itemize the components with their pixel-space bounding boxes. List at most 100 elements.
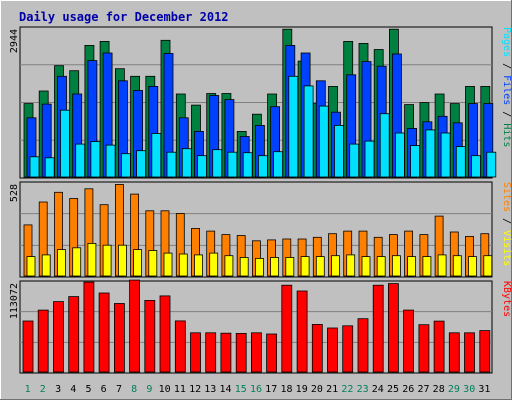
kbytes-bar-day-7 — [114, 303, 125, 373]
pages-bar-day-13 — [212, 149, 223, 178]
panel-top: 2944 Pages / Files / Hits — [9, 26, 512, 179]
day-label-3: 3 — [55, 384, 61, 395]
panel-middle: 528 Sites / Visits — [9, 181, 512, 278]
day-label-21: 21 — [326, 384, 338, 395]
visits-bar-day-22 — [346, 254, 356, 277]
panel-bottom-legend: KBytes — [501, 281, 512, 317]
panel-middle-max-label: 528 — [9, 184, 20, 202]
day-label-12: 12 — [189, 384, 201, 395]
visits-bar-day-2 — [41, 254, 51, 277]
pages-bar-day-18 — [288, 75, 299, 178]
pages-bar-day-3 — [60, 109, 70, 178]
day-label-4: 4 — [70, 384, 76, 395]
kbytes-bar-day-1 — [22, 320, 34, 373]
visits-bar-day-30 — [468, 256, 477, 277]
visits-bar-day-5 — [87, 242, 97, 277]
kbytes-bar-day-22 — [342, 325, 354, 373]
pages-bar-day-29 — [455, 146, 466, 178]
kbytes-bar-day-8 — [129, 279, 141, 373]
panel-middle-legend-text: Sites / Visits — [501, 182, 512, 266]
legend-separator: / — [501, 57, 512, 75]
day-label-27: 27 — [417, 384, 429, 395]
day-label-6: 6 — [101, 384, 107, 395]
panel-bottom-legend-text: KBytes — [501, 281, 512, 317]
day-label-31: 31 — [478, 384, 490, 395]
visits-bar-day-20 — [315, 256, 325, 277]
panel-top-legend: Pages / Files / Hits — [501, 27, 512, 147]
pages-bar-day-27 — [425, 129, 436, 178]
day-label-5: 5 — [85, 384, 91, 395]
day-label-2: 2 — [40, 384, 46, 395]
panel-top-max-label: 2944 — [9, 29, 20, 53]
kbytes-bar-day-16 — [250, 332, 262, 373]
day-label-13: 13 — [204, 384, 216, 395]
pages-bar-day-22 — [349, 143, 360, 178]
kbytes-bar-day-19 — [296, 290, 308, 373]
kbytes-bar-day-20 — [311, 323, 323, 373]
panel-middle-legend: Sites / Visits — [501, 182, 512, 266]
kbytes-bar-day-30 — [464, 332, 475, 373]
kbytes-bar-day-13 — [205, 332, 217, 373]
day-axis: 1 2 3 4 5 6 7 8 9 10 11 12 13 14 15 16 17 18 19 20 21 22 23 24 2… — [25, 384, 491, 395]
kbytes-bar-day-2 — [37, 309, 49, 373]
panel-bottom: 113072 KBytes — [9, 279, 512, 374]
kbytes-bar-day-17 — [266, 333, 278, 373]
pages-bar-day-12 — [197, 155, 207, 178]
kbytes-bar-day-18 — [281, 284, 293, 373]
pages-bar-day-20 — [318, 105, 329, 178]
pages-bar-day-8 — [136, 150, 147, 178]
pages-bar-day-17 — [273, 151, 284, 178]
day-label-18: 18 — [280, 384, 292, 395]
pages-bar-day-31 — [486, 151, 497, 178]
visits-bar-day-19 — [300, 256, 310, 277]
visits-bar-day-3 — [57, 249, 66, 277]
series-kbytes — [22, 279, 491, 373]
kbytes-bar-day-21 — [327, 327, 338, 373]
visits-bar-day-18 — [285, 257, 295, 277]
panel-bottom-max-label: 113072 — [9, 283, 20, 319]
chart-panels: 2944 Pages / Files / Hits 528 Sites / Visit… — [9, 26, 512, 374]
kbytes-bar-day-5 — [83, 281, 95, 373]
day-label-30: 30 — [463, 384, 475, 395]
kbytes-bar-day-29 — [448, 332, 460, 373]
pages-bar-day-19 — [303, 85, 314, 178]
kbytes-bar-day-31 — [479, 330, 491, 373]
pages-bar-day-4 — [75, 143, 86, 178]
pages-bar-day-2 — [44, 157, 55, 178]
kbytes-bar-day-24 — [372, 284, 384, 373]
visits-bar-day-24 — [376, 256, 386, 277]
day-label-10: 10 — [159, 384, 171, 395]
visits-bar-day-13 — [209, 252, 219, 277]
day-label-7: 7 — [116, 384, 122, 395]
day-label-8: 8 — [131, 384, 137, 395]
kbytes-bar-day-12 — [190, 332, 201, 373]
legend-separator: / — [501, 105, 512, 123]
kbytes-bar-day-4 — [68, 296, 80, 373]
day-label-28: 28 — [433, 384, 445, 395]
legend-separator: / — [501, 212, 512, 230]
visits-bar-day-27 — [422, 256, 432, 277]
kbytes-bar-day-9 — [144, 299, 156, 373]
visits-bar-day-16 — [254, 257, 264, 277]
day-label-24: 24 — [372, 384, 384, 395]
day-label-17: 17 — [265, 384, 277, 395]
visits-bar-day-26 — [407, 256, 417, 277]
day-label-14: 14 — [219, 384, 231, 395]
legend-sites: Sites — [501, 182, 512, 212]
day-label-26: 26 — [402, 384, 414, 395]
day-label-16: 16 — [250, 384, 262, 395]
kbytes-bar-day-28 — [433, 320, 445, 373]
kbytes-bar-day-3 — [53, 301, 64, 373]
visits-bar-day-17 — [270, 257, 280, 277]
visits-bar-day-4 — [72, 247, 82, 277]
kbytes-bar-day-23 — [357, 318, 369, 373]
visits-bar-day-15 — [239, 257, 249, 277]
pages-bar-day-5 — [90, 141, 101, 178]
visits-bar-day-14 — [224, 255, 234, 277]
kbytes-bar-day-14 — [220, 332, 232, 373]
legend-hits: Hits — [501, 123, 512, 147]
pages-bar-day-11 — [181, 148, 192, 178]
kbytes-bar-day-25 — [387, 283, 399, 373]
